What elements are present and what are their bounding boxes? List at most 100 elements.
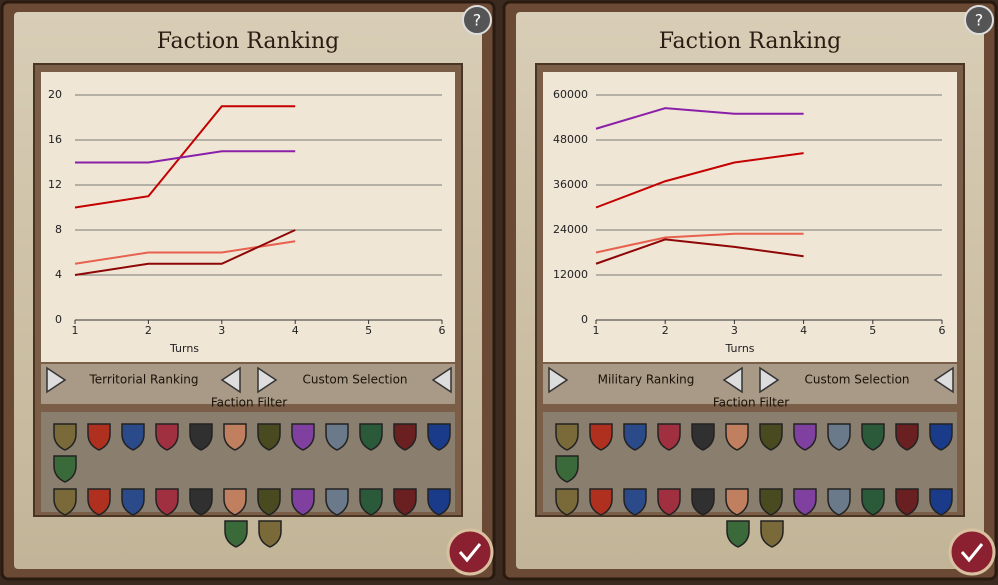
faction-shield[interactable]	[189, 488, 213, 516]
faction-shield[interactable]	[725, 488, 749, 516]
chart-area	[543, 72, 957, 362]
faction-shield[interactable]	[793, 488, 817, 516]
faction-shield[interactable]	[291, 423, 315, 451]
faction-shield[interactable]	[53, 488, 77, 516]
series-line	[595, 152, 804, 209]
faction-shield[interactable]	[657, 488, 681, 516]
x-tick-label: 4	[800, 324, 807, 337]
faction-shield[interactable]	[53, 455, 77, 483]
faction-shield[interactable]	[359, 423, 383, 451]
faction-shield[interactable]	[555, 455, 579, 483]
faction-shield[interactable]	[87, 488, 111, 516]
faction-shield[interactable]	[760, 520, 784, 548]
x-tick-label: 3	[218, 324, 225, 337]
series-line	[595, 107, 804, 130]
faction-shield[interactable]	[623, 488, 647, 516]
faction-shield[interactable]	[427, 423, 451, 451]
filter-label: Faction Filter	[713, 396, 789, 410]
faction-shield[interactable]	[223, 488, 247, 516]
faction-shield[interactable]	[325, 423, 349, 451]
faction-shield[interactable]	[555, 423, 579, 451]
faction-shield[interactable]	[555, 488, 579, 516]
series-line	[595, 238, 804, 265]
y-tick-label: 12	[48, 178, 62, 191]
series-line	[74, 229, 296, 276]
x-tick-label: 5	[869, 324, 876, 337]
y-tick-label: 0	[55, 313, 62, 326]
faction-shield[interactable]	[257, 423, 281, 451]
faction-shield[interactable]	[759, 488, 783, 516]
faction-shield[interactable]	[759, 423, 783, 451]
faction-shield[interactable]	[224, 520, 248, 548]
next-button[interactable]	[220, 366, 241, 394]
help-button[interactable]	[462, 5, 492, 35]
series-line	[74, 105, 296, 209]
faction-shield[interactable]	[393, 488, 417, 516]
confirm-button[interactable]	[948, 528, 996, 576]
ranking-label: Military Ranking	[598, 373, 695, 387]
faction-shield[interactable]	[325, 488, 349, 516]
faction-shield[interactable]	[861, 488, 885, 516]
prev-button[interactable]	[46, 366, 67, 394]
ranking-label: Territorial Ranking	[88, 373, 198, 387]
prev-button[interactable]	[257, 366, 278, 394]
faction-shield[interactable]	[691, 423, 715, 451]
faction-shield[interactable]	[257, 488, 281, 516]
series-line	[75, 150, 296, 164]
faction-shield[interactable]	[53, 423, 77, 451]
prev-button[interactable]	[759, 366, 780, 394]
faction-shield[interactable]	[393, 423, 417, 451]
faction-shield[interactable]	[121, 488, 145, 516]
confirm-button[interactable]	[446, 528, 494, 576]
next-button[interactable]	[431, 366, 452, 394]
panel: ? Faction Ranking 0 12000 24000 36000 48000 600…	[502, 0, 998, 581]
controls-bar	[543, 364, 957, 404]
y-tick-label: 16	[48, 133, 62, 146]
faction-shield[interactable]	[359, 488, 383, 516]
y-tick-label: 12000	[553, 268, 588, 281]
prev-button[interactable]	[548, 366, 569, 394]
faction-shield[interactable]	[861, 423, 885, 451]
faction-shield[interactable]	[223, 423, 247, 451]
faction-shield[interactable]	[725, 423, 749, 451]
faction-shield[interactable]	[189, 423, 213, 451]
selection-label: Custom Selection	[804, 373, 909, 387]
y-tick-label: 60000	[553, 88, 588, 101]
faction-shield[interactable]	[929, 423, 953, 451]
help-button[interactable]	[964, 5, 994, 35]
faction-shield[interactable]	[589, 488, 613, 516]
faction-shield[interactable]	[793, 423, 817, 451]
selection-label: Custom Selection	[302, 373, 407, 387]
faction-shield[interactable]	[895, 423, 919, 451]
faction-shield[interactable]	[155, 488, 179, 516]
faction-shield[interactable]	[258, 520, 282, 548]
faction-shield[interactable]	[827, 423, 851, 451]
faction-shield[interactable]	[895, 488, 919, 516]
y-tick-label: 8	[55, 223, 62, 236]
x-axis-label: Turns	[724, 342, 754, 355]
x-tick-label: 2	[145, 324, 152, 337]
y-tick-label: 36000	[553, 178, 588, 191]
next-button[interactable]	[933, 366, 954, 394]
y-tick-label: 24000	[553, 223, 588, 236]
faction-shield[interactable]	[691, 488, 715, 516]
faction-shield[interactable]	[657, 423, 681, 451]
next-button[interactable]	[722, 366, 743, 394]
x-tick-label: 4	[292, 324, 299, 337]
faction-shield[interactable]	[623, 423, 647, 451]
x-tick-label: 5	[365, 324, 372, 337]
faction-shield[interactable]	[827, 488, 851, 516]
faction-shield[interactable]	[427, 488, 451, 516]
faction-shield[interactable]	[589, 423, 613, 451]
faction-shield[interactable]	[121, 423, 145, 451]
faction-shield[interactable]	[929, 488, 953, 516]
y-tick-label: 20	[48, 88, 62, 101]
y-tick-label: 4	[55, 268, 62, 281]
faction-shield[interactable]	[726, 520, 750, 548]
faction-shield[interactable]	[87, 423, 111, 451]
chart-area	[41, 72, 455, 362]
faction-shield[interactable]	[291, 488, 315, 516]
x-tick-label: 3	[731, 324, 738, 337]
confirm-check	[458, 543, 482, 563]
faction-shield[interactable]	[155, 423, 179, 451]
